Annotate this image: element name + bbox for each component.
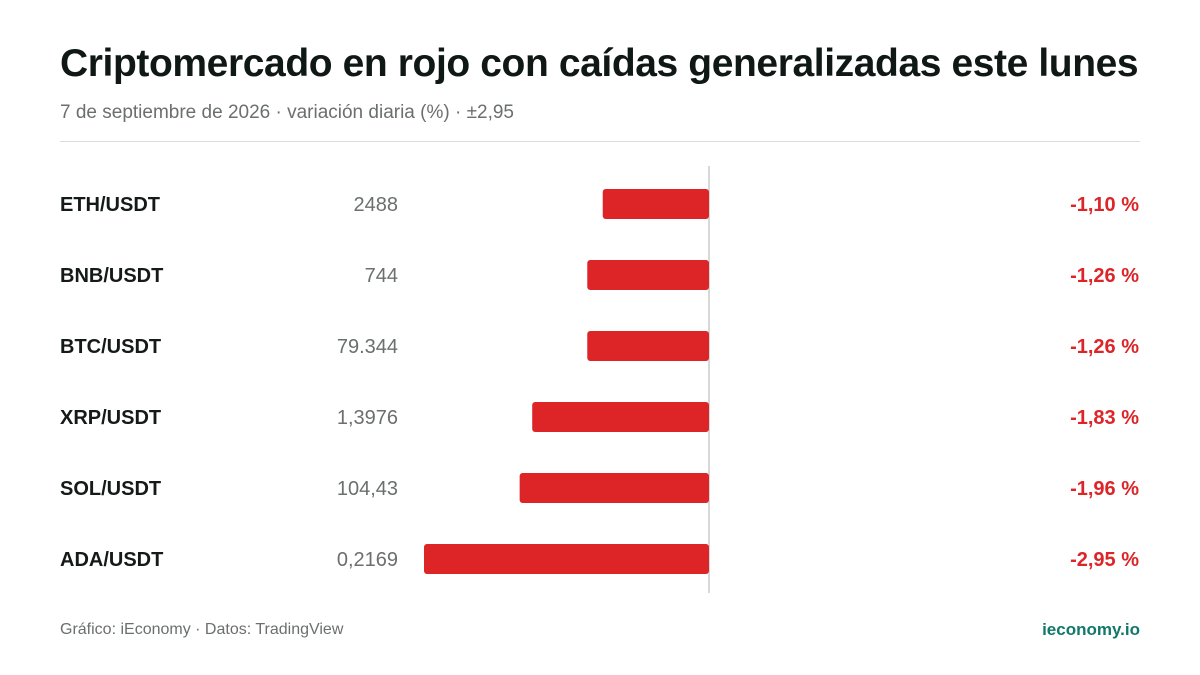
- category-label: ADA/USDT: [60, 549, 163, 571]
- chart-title: Criptomercado en rojo con caídas general…: [60, 42, 1139, 85]
- category-label: BTC/USDT: [60, 336, 161, 358]
- price-label: 744: [365, 265, 398, 287]
- value-label: -1,10 %: [1070, 194, 1139, 216]
- price-label: 1,3976: [337, 407, 398, 429]
- category-label: XRP/USDT: [60, 407, 161, 429]
- category-label: BNB/USDT: [60, 265, 163, 287]
- value-label: -1,26 %: [1070, 336, 1139, 358]
- price-label: 104,43: [337, 478, 398, 500]
- source-credit: Gráfico: iEconomy · Datos: TradingView: [60, 621, 344, 638]
- price-label: 2488: [354, 194, 399, 216]
- bar: [519, 473, 709, 503]
- category-label: SOL/USDT: [60, 478, 161, 500]
- category-label: ETH/USDT: [60, 194, 160, 216]
- value-label: -1,83 %: [1070, 407, 1139, 429]
- bar: [424, 544, 709, 574]
- chart-subtitle: 7 de septiembre de 2026 · variación diar…: [60, 102, 514, 123]
- brand-link[interactable]: ieconomy.io: [1042, 620, 1140, 639]
- price-label: 79.344: [337, 336, 398, 358]
- bar: [602, 189, 709, 219]
- value-label: -1,26 %: [1070, 265, 1139, 287]
- header-divider: [60, 141, 1140, 142]
- bar: [587, 260, 709, 290]
- bar: [587, 331, 709, 361]
- value-label: -1,96 %: [1070, 478, 1139, 500]
- bar-chart: ETH/USDT 2488 -1,10 % BNB/USDT 744 -1,26 % BTC…: [60, 166, 1139, 593]
- price-label: 0,2169: [337, 549, 398, 571]
- value-label: -2,95 %: [1070, 549, 1139, 571]
- bar: [532, 402, 709, 432]
